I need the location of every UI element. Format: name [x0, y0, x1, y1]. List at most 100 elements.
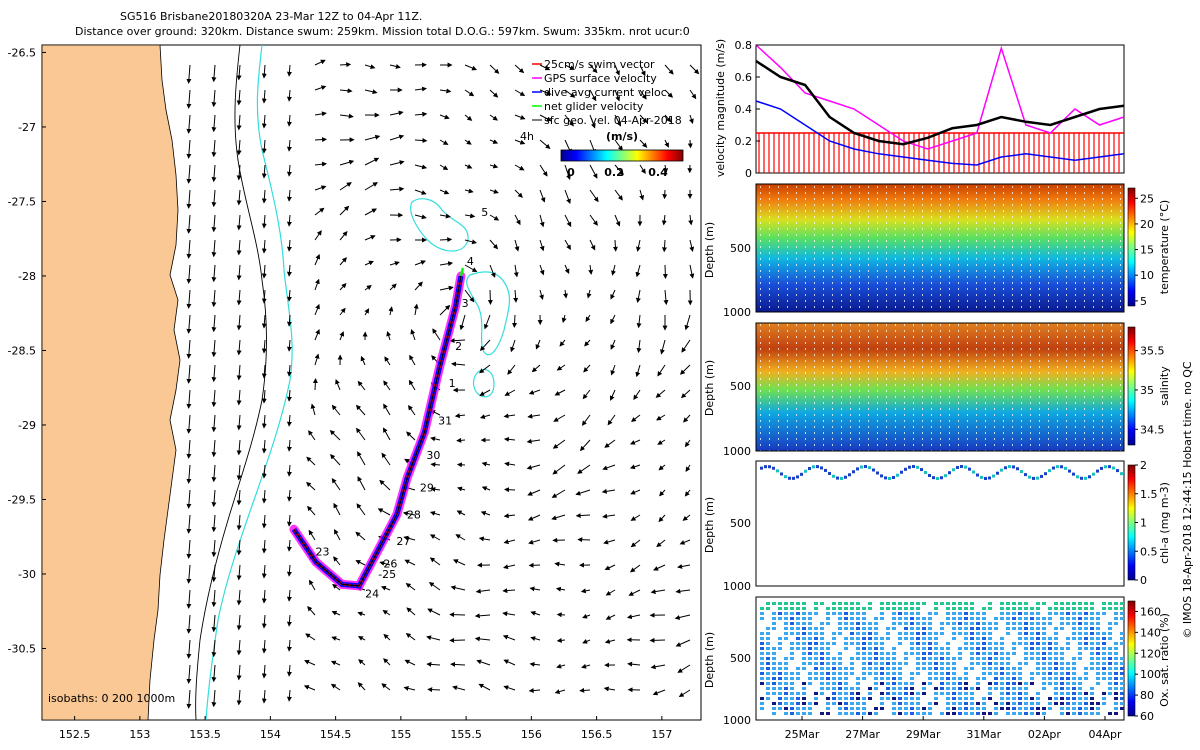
surface-velocity-arrow	[186, 289, 192, 309]
oxygen-sample	[832, 662, 836, 665]
chla-sample	[984, 476, 987, 480]
oxygen-sample	[856, 622, 860, 625]
oxygen-sample	[1018, 687, 1022, 690]
oxygen-sample	[880, 652, 884, 655]
oxygen-sample	[1054, 692, 1058, 695]
oxygen-sample	[988, 682, 992, 685]
oxygen-sample	[1018, 682, 1022, 685]
oxygen-sample	[946, 697, 950, 700]
oxygen-sample	[898, 612, 902, 615]
oxygen-sample	[1054, 637, 1058, 640]
surface-velocity-arrow	[211, 339, 217, 358]
chla-sample	[1108, 465, 1111, 469]
surface-velocity-arrow	[439, 261, 454, 267]
oxygen-sample	[1060, 697, 1064, 700]
surface-velocity-arrow	[339, 62, 352, 68]
oxygen-sample	[802, 607, 806, 610]
surface-velocity-arrow	[552, 439, 566, 449]
surface-velocity-arrow	[339, 88, 353, 94]
oxygen-sample	[988, 712, 992, 715]
oxygen-sample	[1024, 697, 1028, 700]
surface-velocity-arrow	[439, 285, 454, 291]
surface-velocity-arrow	[629, 439, 641, 445]
oxygen-sample	[844, 687, 848, 690]
surface-velocity-arrow	[236, 489, 242, 506]
map-colorbar-title: (m/s)	[606, 130, 638, 143]
surface-velocity-arrow	[684, 489, 691, 497]
oxygen-sample	[832, 642, 836, 645]
oxygen-sample	[862, 657, 866, 660]
surface-velocity-arrow	[503, 539, 516, 545]
surface-velocity-arrow	[236, 114, 242, 131]
oxygen-sample	[1006, 657, 1010, 660]
surface-velocity-arrow	[464, 89, 475, 97]
surface-velocity-arrow	[489, 89, 499, 98]
oxygen-sample	[772, 687, 776, 690]
oxygen-sample	[928, 662, 932, 665]
oxygen-sample	[826, 697, 830, 700]
surface-velocity-arrow	[211, 189, 217, 208]
oxygen-sample	[1024, 607, 1028, 610]
oxygen-sample	[934, 687, 938, 690]
surface-velocity-arrow	[331, 636, 341, 641]
oxygen-sample	[1036, 622, 1040, 625]
oxygen-sample	[940, 712, 944, 715]
oxygen-sample	[856, 632, 860, 635]
oxygen-sample	[922, 667, 926, 670]
oxygen-sample	[922, 642, 926, 645]
surface-velocity-arrow	[286, 314, 292, 327]
oxygen-sample	[826, 652, 830, 655]
oxygen-sample	[1012, 667, 1016, 670]
oxygen-sample	[1108, 602, 1112, 605]
oxygen-sample	[928, 677, 932, 680]
oxygen-sample	[1096, 672, 1100, 675]
oxygen-sample	[796, 667, 800, 670]
oxygen-sample	[964, 677, 968, 680]
chla-sample	[1056, 465, 1059, 469]
surface-velocity-arrow	[635, 289, 641, 303]
oxygen-sample	[772, 677, 776, 680]
surface-velocity-arrow	[236, 64, 242, 81]
oxygen-sample	[1066, 707, 1070, 710]
oxygen-sample	[964, 622, 968, 625]
oxygen-sample	[778, 637, 782, 640]
surface-velocity-arrow	[389, 261, 400, 266]
surface-velocity-arrow	[211, 689, 217, 708]
oxygen-sample	[832, 682, 836, 685]
oxygen-sample	[796, 622, 800, 625]
oxygen-sample	[976, 662, 980, 665]
oxygen-sample	[1072, 632, 1076, 635]
velocity-ytick-label: 0.4	[735, 103, 753, 116]
velocity-y-axis: 00.20.40.60.8	[735, 39, 760, 180]
oxygen-sample	[940, 657, 944, 660]
surface-velocity-arrow	[414, 260, 426, 266]
surface-velocity-arrow	[381, 452, 391, 466]
surface-velocity-arrow	[656, 539, 666, 548]
oxygen-sample	[1084, 677, 1088, 680]
surface-velocity-arrow	[332, 583, 341, 591]
oxygen-sample	[958, 647, 962, 650]
oxygen-sample	[898, 682, 902, 685]
oxygen-sample	[796, 677, 800, 680]
oxygen-sample	[964, 637, 968, 640]
oxygen-sample	[1006, 697, 1010, 700]
surface-velocity-arrow	[286, 689, 292, 702]
oxygen-sample	[1012, 622, 1016, 625]
surface-velocity-arrow	[186, 214, 192, 234]
surface-velocity-arrow	[211, 464, 217, 483]
oxygen-sample	[1120, 637, 1124, 640]
oxygen-sample	[1084, 637, 1088, 640]
surface-velocity-arrow	[614, 214, 621, 227]
oxygen-sample	[844, 712, 848, 715]
oxygen-sample	[856, 687, 860, 690]
oxygen-sample	[1012, 642, 1016, 645]
oxygen-sample	[1066, 617, 1070, 620]
oxygen-sample	[1120, 677, 1124, 680]
surface-velocity-arrow	[261, 64, 267, 79]
surface-velocity-arrow	[514, 214, 521, 226]
oxygen-sample	[1096, 627, 1100, 630]
oxygen-sample	[976, 622, 980, 625]
oxygen-sample	[820, 602, 824, 605]
surface-velocity-arrow	[236, 639, 242, 656]
